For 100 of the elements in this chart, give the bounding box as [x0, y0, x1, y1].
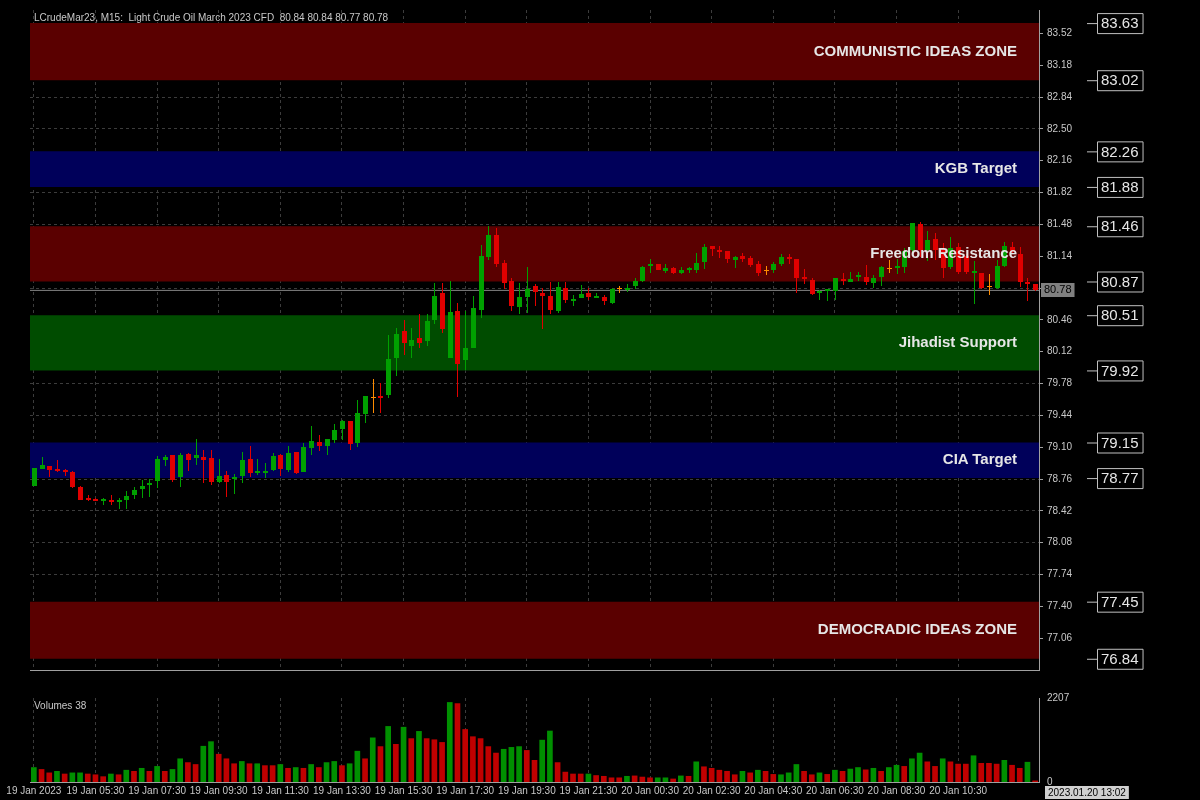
bar	[493, 752, 499, 782]
bar	[84, 773, 91, 782]
bar	[616, 777, 623, 782]
bar	[185, 762, 191, 782]
x-tick-label: 20 Jan 04:30	[744, 784, 803, 796]
x-tick-label: 20 Jan 00:30	[621, 784, 680, 796]
y-tick-label: 77.74	[1047, 568, 1073, 580]
bar	[385, 726, 391, 782]
x-tick-label: 19 Jan 07:30	[128, 784, 187, 796]
bar	[963, 763, 969, 782]
bar	[54, 771, 60, 782]
bar	[346, 763, 353, 782]
y-tick-label: 2207	[1047, 691, 1070, 703]
y-tick-label: 0	[1047, 775, 1053, 787]
bar	[92, 774, 99, 782]
text: 76.84	[1101, 649, 1139, 667]
bar	[523, 750, 530, 782]
bar	[778, 774, 784, 782]
band-label: KGB Target	[934, 159, 1017, 177]
x-tick-label: 19 Jan 21:30	[559, 784, 618, 796]
bar	[115, 774, 122, 782]
bar	[785, 772, 792, 782]
bar	[855, 767, 861, 782]
bar	[600, 775, 607, 782]
bar	[701, 766, 707, 782]
bar	[46, 772, 53, 782]
bar	[308, 764, 314, 782]
bar	[724, 771, 730, 782]
bar	[77, 772, 83, 782]
y-tick-label: 79.10	[1047, 440, 1073, 452]
band-label: Jihadist Support	[898, 332, 1017, 350]
y-tick-label: 81.82	[1047, 186, 1073, 198]
band-label: COMMUNISTIC IDEAS ZONE	[813, 41, 1017, 59]
x-tick-label: 20 Jan 06:30	[805, 784, 865, 796]
bar	[369, 737, 376, 782]
text: 81.88	[1101, 178, 1139, 196]
y-tick-label: 77.06	[1047, 631, 1073, 643]
band-label: DEMOCRADIC IDEAS ZONE	[817, 620, 1017, 638]
bar	[978, 763, 985, 782]
chart-title: LCrudeMar23, M15: Light Crude Oil March 2023 CFD 80.84 80.84 80.77 80.78	[34, 11, 389, 23]
text: 79.15	[1101, 433, 1139, 451]
bar	[200, 745, 207, 782]
x-tick-label: 19 Jan 2023	[6, 784, 62, 796]
bar	[393, 743, 399, 782]
bar	[693, 761, 700, 782]
bar	[277, 764, 284, 782]
bar	[362, 758, 368, 782]
bar	[262, 765, 268, 782]
bar	[878, 771, 884, 782]
bar	[208, 741, 214, 782]
y-tick-label: 83.52	[1047, 27, 1073, 39]
bar	[331, 761, 338, 782]
bar	[862, 769, 869, 782]
bar	[254, 763, 261, 782]
bar	[462, 729, 469, 782]
bar	[808, 774, 815, 782]
ref-line-label: 80.78	[1044, 283, 1072, 296]
bar	[577, 773, 584, 782]
x-tick-label: 19 Jan 15:30	[374, 784, 433, 796]
bar	[647, 777, 653, 782]
x-tick-label: 19 Jan 11:30	[251, 784, 310, 796]
y-tick-label: 82.84	[1047, 90, 1073, 102]
bar	[246, 763, 253, 782]
bar	[131, 771, 137, 782]
bar	[932, 766, 938, 782]
y-tick-label: 79.44	[1047, 409, 1073, 421]
text: 82.26	[1101, 142, 1139, 160]
x-tick-label: 19 Jan 05:30	[66, 784, 125, 796]
bar	[439, 742, 445, 782]
text: 2023.01.20 13:02	[1048, 786, 1127, 798]
y-tick-label: 81.14	[1047, 249, 1073, 261]
bar	[316, 767, 322, 782]
y-tick-label: 78.42	[1047, 504, 1073, 516]
bar	[731, 774, 738, 782]
bar	[824, 774, 831, 782]
y-tick-label: 80.46	[1047, 313, 1073, 325]
text: 78.77	[1101, 469, 1139, 487]
x-tick-label: 20 Jan 02:30	[682, 784, 741, 796]
bar	[654, 777, 661, 782]
bar	[446, 702, 453, 782]
x-tick-label: 19 Jan 19:30	[497, 784, 557, 796]
y-tick-label: 81.48	[1047, 218, 1073, 230]
x-tick-label: 20 Jan 10:30	[929, 784, 988, 796]
chart-title: Volumes 38	[34, 699, 87, 711]
bar	[832, 769, 838, 782]
bar	[885, 767, 892, 782]
bar	[339, 765, 345, 782]
y-tick-label: 80.12	[1047, 345, 1073, 357]
text: 81.46	[1101, 217, 1139, 235]
y-tick-label: 77.40	[1047, 600, 1073, 612]
bar	[670, 778, 676, 782]
bar	[909, 758, 915, 782]
bar	[624, 775, 630, 782]
bar	[292, 767, 299, 782]
bar	[154, 766, 160, 782]
text: 83.63	[1101, 14, 1139, 32]
y-tick-label: 82.16	[1047, 154, 1073, 166]
bar	[847, 768, 854, 782]
bar	[223, 758, 230, 782]
bar	[161, 771, 168, 782]
